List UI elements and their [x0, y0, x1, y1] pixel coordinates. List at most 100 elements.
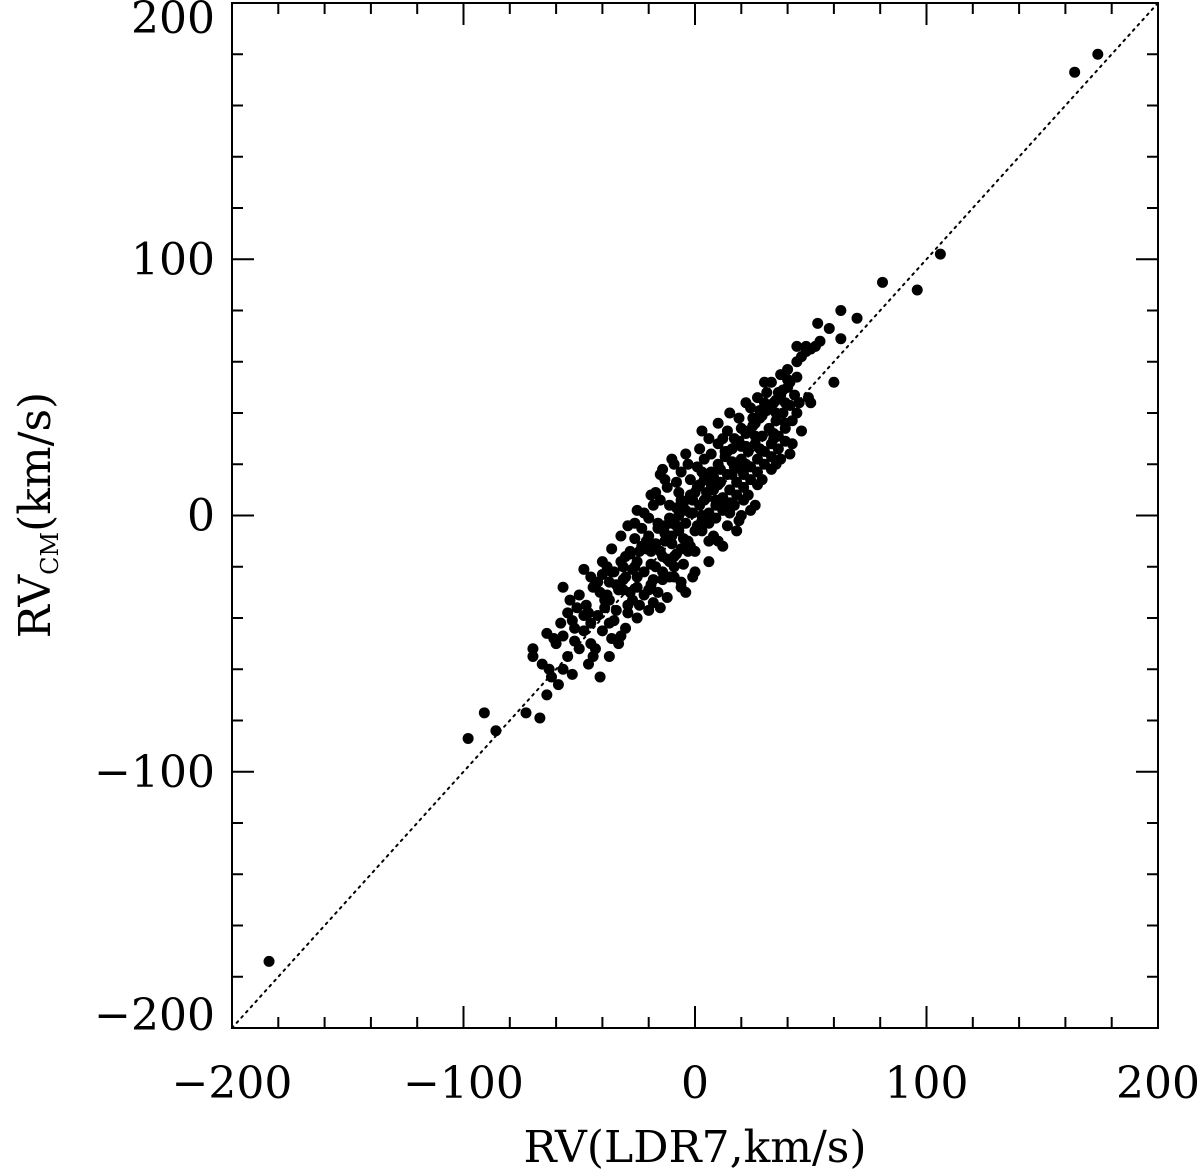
data-point [705, 448, 717, 460]
data-point [545, 671, 557, 683]
data-point [696, 425, 708, 437]
data-point [770, 407, 782, 419]
data-point [654, 602, 666, 614]
data-point [631, 612, 643, 624]
data-point [812, 317, 824, 329]
data-point [911, 284, 923, 296]
data-point [670, 520, 682, 532]
x-tick-label: 0 [681, 1058, 709, 1109]
y-tick-label: −200 [94, 990, 215, 1041]
data-point [823, 322, 835, 334]
data-point [573, 589, 585, 601]
data-point [749, 499, 761, 511]
data-point [791, 340, 803, 352]
data-point [620, 622, 632, 634]
data-point [613, 584, 625, 596]
data-point [835, 333, 847, 345]
data-point [566, 668, 578, 680]
data-point [599, 594, 611, 606]
reference-line-one-to-one [231, 2, 1159, 1029]
data-point [578, 563, 590, 575]
data-point [680, 586, 692, 598]
data-point [677, 533, 689, 545]
data-point [617, 561, 629, 573]
data-point [1069, 66, 1081, 78]
data-point [657, 463, 669, 475]
data-point [263, 955, 275, 967]
data-point [562, 650, 574, 662]
data-point [786, 438, 798, 450]
data-point [596, 625, 608, 637]
data-point [742, 489, 754, 501]
data-point [527, 643, 539, 655]
data-point [659, 535, 671, 547]
data-point [578, 625, 590, 637]
data-point [782, 374, 794, 386]
data-point [756, 474, 768, 486]
data-point [680, 517, 692, 529]
data-point [802, 392, 814, 404]
data-point [758, 376, 770, 388]
data-point [666, 453, 678, 465]
data-point [557, 581, 569, 593]
data-point [698, 494, 710, 506]
data-point [791, 371, 803, 383]
data-point [664, 556, 676, 568]
data-point [569, 622, 581, 634]
y-tick-label: −100 [94, 747, 215, 798]
data-point [664, 499, 676, 511]
y-tick-label: 100 [131, 234, 215, 285]
y-axis-label: RVCM(km/s) [10, 392, 64, 638]
y-axis-label-subscript: CM [36, 532, 64, 575]
data-point [728, 433, 740, 445]
data-point [657, 574, 669, 586]
data-point [555, 617, 567, 629]
data-point [643, 604, 655, 616]
data-point [652, 586, 664, 598]
data-point [668, 571, 680, 583]
data-point [652, 522, 664, 534]
data-point [631, 581, 643, 593]
data-point [731, 525, 743, 537]
data-point [770, 458, 782, 470]
data-point [726, 469, 738, 480]
data-point [552, 679, 564, 691]
data-point [583, 658, 595, 670]
data-point [677, 558, 689, 570]
data-point [571, 602, 583, 614]
data-point [478, 707, 490, 719]
data-point [740, 458, 752, 470]
data-point [689, 486, 701, 498]
data-point [573, 643, 585, 655]
data-point [784, 448, 796, 460]
data-point [934, 248, 946, 260]
data-point [564, 594, 576, 606]
data-point [687, 571, 699, 583]
y-tick-label: 200 [131, 0, 215, 44]
data-point [603, 650, 615, 662]
y-axis-label-rest: (km/s) [10, 392, 61, 532]
data-point [712, 417, 724, 429]
data-point [640, 535, 652, 547]
data-point [800, 340, 812, 352]
data-point [661, 592, 673, 603]
data-point [682, 458, 694, 470]
data-point [728, 499, 740, 511]
data-point [650, 561, 662, 573]
data-point [696, 525, 708, 537]
data-point [761, 387, 773, 398]
data-point [675, 494, 687, 506]
data-point [490, 725, 502, 737]
data-point [550, 638, 562, 650]
y-tick-label: 0 [187, 491, 215, 542]
data-point [592, 609, 604, 621]
data-point [659, 474, 671, 486]
x-tick-label: 100 [885, 1058, 969, 1109]
data-point [594, 671, 606, 683]
data-point [828, 376, 840, 388]
data-point [585, 617, 597, 629]
data-point [643, 584, 655, 596]
data-point [877, 276, 889, 288]
data-point [779, 417, 791, 429]
data-point [633, 545, 645, 557]
